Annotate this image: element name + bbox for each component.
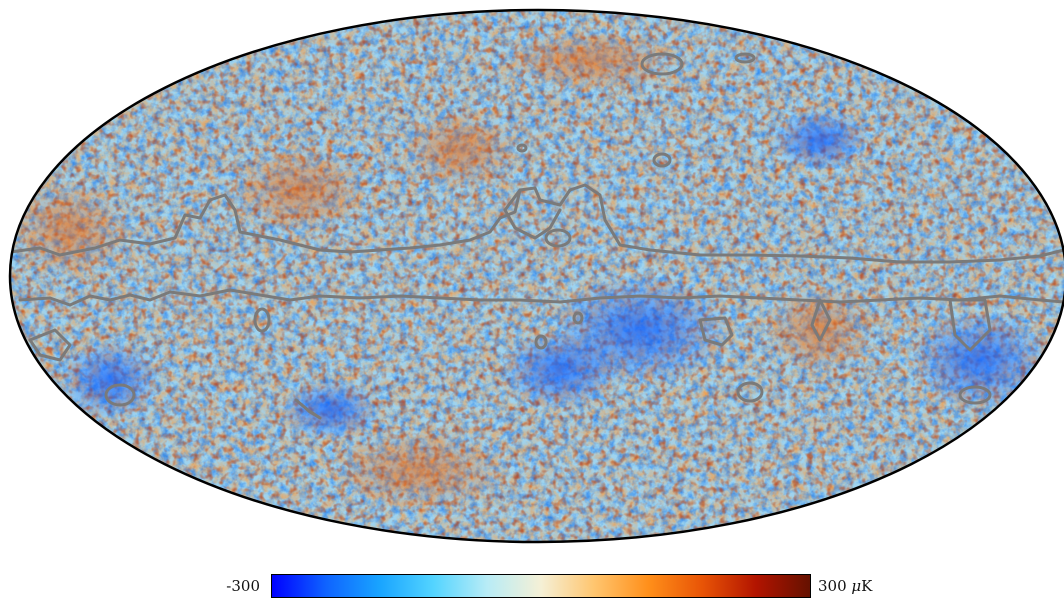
- map-outline: [8, 8, 1064, 544]
- colorbar-min-label: -300: [226, 577, 260, 595]
- sky-map: [8, 8, 1064, 544]
- colorbar-unit-rest: K: [861, 577, 873, 595]
- colorbar-max-label: 300 μK: [818, 577, 872, 595]
- colorbar-unit-greek: μ: [851, 577, 862, 595]
- colorbar-gradient: [271, 574, 811, 598]
- colorbar-max-value: 300: [818, 577, 847, 595]
- galactic-mask-contour: [10, 52, 1064, 420]
- colorbar: -300 300 μK: [0, 572, 1064, 598]
- temperature-field: [10, 10, 1064, 542]
